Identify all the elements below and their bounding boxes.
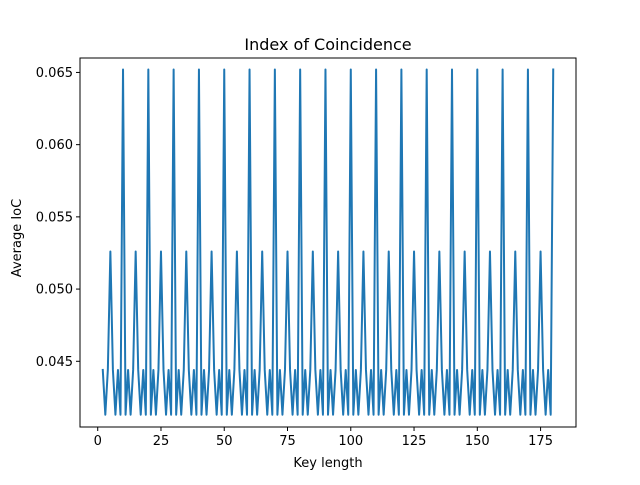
y-tick-label: 0.050 [36, 283, 73, 298]
series-line-0 [101, 68, 555, 416]
axes-frame [79, 57, 577, 428]
x-tick-label: 125 [402, 434, 427, 449]
y-tick-label: 0.065 [36, 66, 73, 81]
y-tick-label: 0.060 [36, 138, 73, 153]
chart-title: Index of Coincidence [244, 35, 411, 54]
x-tick-label: 50 [216, 434, 233, 449]
x-tick-label: 75 [279, 434, 296, 449]
x-axis-label: Key length [293, 456, 362, 471]
y-tick-label: 0.055 [36, 210, 73, 225]
x-tick-label: 25 [153, 434, 170, 449]
x-tick-label: 150 [465, 434, 490, 449]
y-tick-label: 0.045 [36, 355, 73, 370]
y-axis-label: Average IoC [10, 199, 25, 277]
x-tick-label: 0 [94, 434, 102, 449]
x-tick-label: 100 [338, 434, 363, 449]
x-tick-label: 175 [528, 434, 553, 449]
plot-area: 0 25 50 75 100 125 150 175 0.045 0.050 0.055 0.060 0… [36, 57, 577, 449]
